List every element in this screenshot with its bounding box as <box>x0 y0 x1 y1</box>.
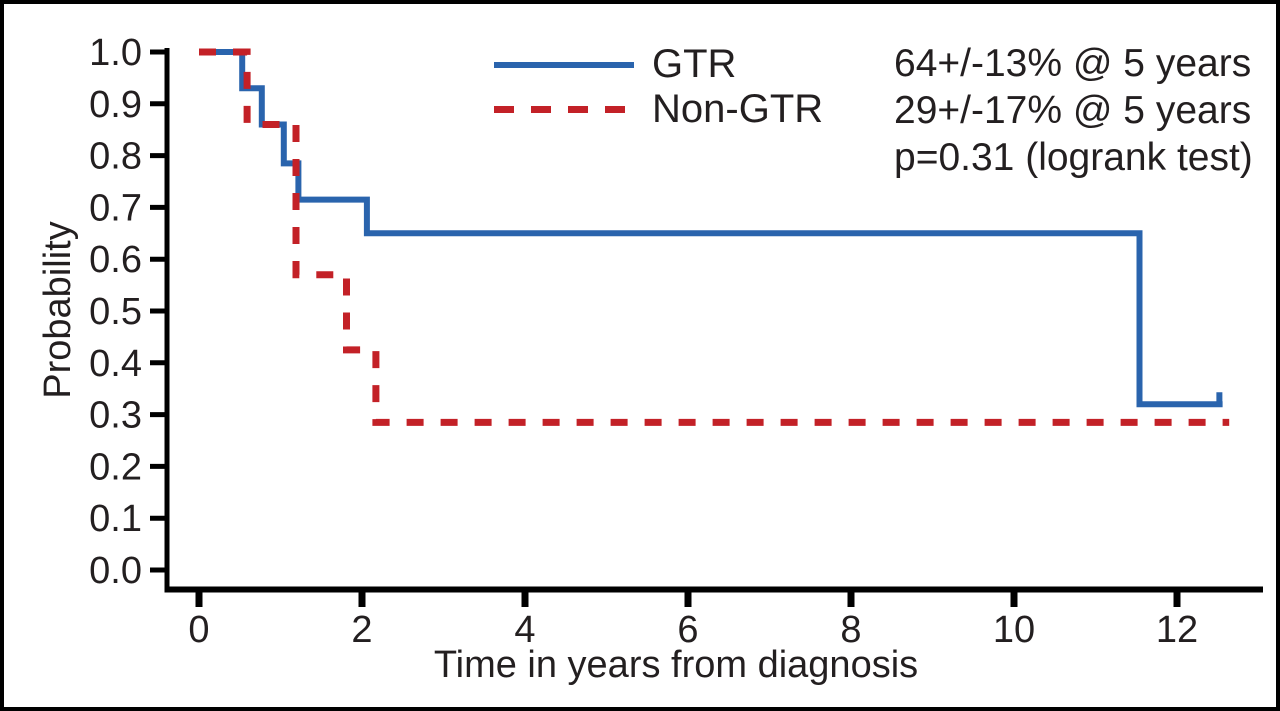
legend: GTR Non-GTR <box>494 42 823 132</box>
svg-text:1.0: 1.0 <box>89 32 142 74</box>
svg-text:0.6: 0.6 <box>89 239 142 281</box>
svg-text:2: 2 <box>351 609 372 651</box>
x-axis-ticks: 0 2 4 6 8 10 12 <box>188 592 1198 651</box>
svg-text:8: 8 <box>840 609 861 651</box>
svg-text:0.8: 0.8 <box>89 136 142 178</box>
svg-text:0.1: 0.1 <box>89 498 142 540</box>
svg-text:0: 0 <box>188 609 209 651</box>
non-gtr-estimate-text: 29+/-17% @ 5 years <box>894 89 1252 132</box>
legend-label-non-gtr: Non-GTR <box>652 87 824 131</box>
svg-text:0.7: 0.7 <box>89 187 142 229</box>
legend-item-gtr: GTR <box>494 42 823 87</box>
svg-text:12: 12 <box>1156 609 1198 651</box>
gtr-line-swatch-icon <box>494 61 634 68</box>
y-axis-title: Probability <box>37 221 79 399</box>
series-non-gtr <box>199 48 1230 426</box>
chart-canvas: 0.0 0.1 0.2 0.3 0.4 0.5 0.6 0.7 0.8 0.9 1.0 0 2 4 6 8 10… <box>89 32 1263 651</box>
axes <box>164 48 1263 593</box>
svg-text:4: 4 <box>514 609 535 651</box>
logrank-pvalue-text: p=0.31 (logrank test) <box>894 136 1253 179</box>
svg-text:0.4: 0.4 <box>89 343 142 385</box>
svg-text:0.5: 0.5 <box>89 291 142 333</box>
x-axis-title: Time in years from diagnosis <box>433 644 919 686</box>
svg-text:10: 10 <box>993 609 1035 651</box>
gtr-estimate-text: 64+/-13% @ 5 years <box>894 42 1252 85</box>
svg-text:0.2: 0.2 <box>89 446 142 488</box>
non-gtr-dashed-swatch-icon <box>494 106 642 113</box>
svg-text:0.3: 0.3 <box>89 395 142 437</box>
svg-text:0.9: 0.9 <box>89 84 142 126</box>
svg-text:6: 6 <box>677 609 698 651</box>
legend-swatch-box <box>494 61 652 68</box>
legend-item-non-gtr: Non-GTR <box>494 87 823 132</box>
svg-text:0.0: 0.0 <box>89 550 142 592</box>
legend-swatch-box <box>494 106 652 113</box>
stats-annotations: 64+/-13% @ 5 years 29+/-17% @ 5 years p=… <box>894 40 1253 181</box>
legend-label-gtr: GTR <box>652 42 737 86</box>
y-axis-ticks: 0.0 0.1 0.2 0.3 0.4 0.5 0.6 0.7 0.8 0.9 1.0 <box>89 32 167 592</box>
